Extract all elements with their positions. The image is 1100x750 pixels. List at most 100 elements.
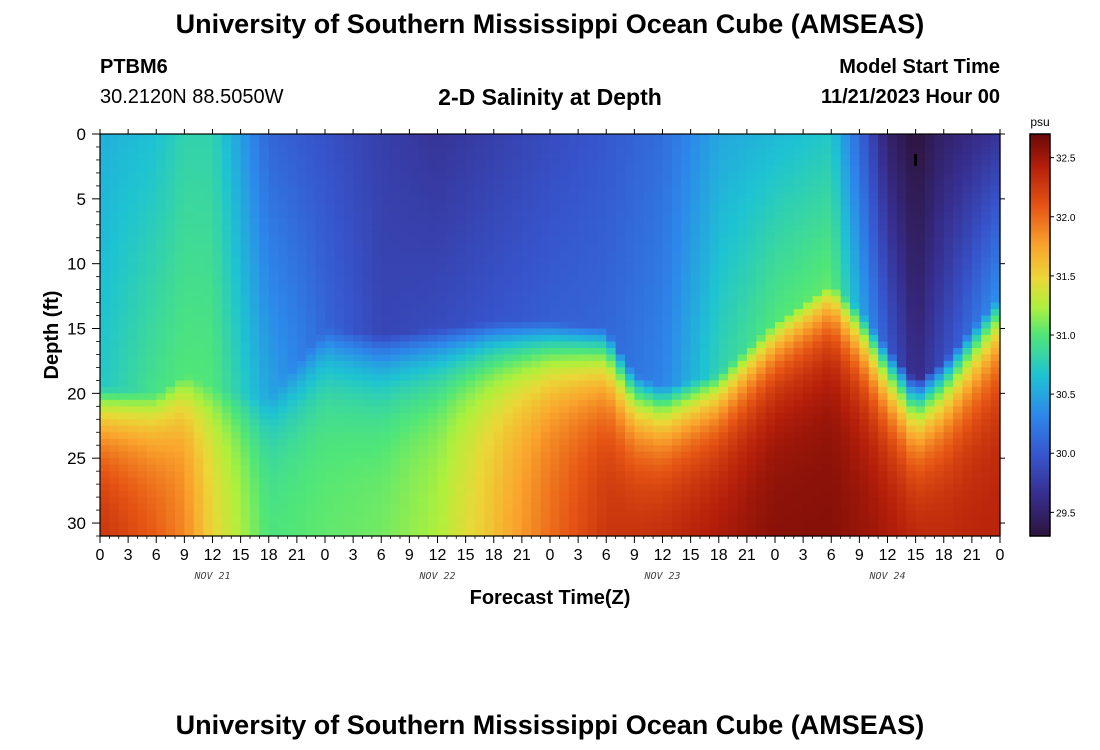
heatmap-cell [231, 386, 242, 394]
heatmap-cell [493, 322, 504, 330]
heatmap-cell [521, 315, 532, 323]
heatmap-cell [840, 432, 851, 440]
heatmap-cell [400, 516, 410, 524]
heatmap-cell [512, 341, 523, 349]
heatmap-cell [728, 406, 739, 414]
heatmap-cell [587, 140, 598, 148]
heatmap-cell [653, 425, 664, 433]
heatmap-cell [512, 198, 523, 206]
heatmap-cell [775, 438, 785, 446]
heatmap-cell [371, 140, 382, 148]
heatmap-cell [325, 360, 335, 369]
heatmap-cell [803, 354, 814, 362]
heatmap-cell [296, 309, 307, 317]
heatmap-cell [765, 399, 776, 407]
heatmap-cell [756, 484, 767, 492]
heatmap-cell [184, 309, 195, 317]
heatmap-cell [259, 367, 270, 375]
heatmap-cell [381, 257, 392, 265]
heatmap-cell [615, 224, 626, 232]
heatmap-cell [371, 237, 382, 245]
heatmap-cell [671, 192, 682, 200]
heatmap-cell [231, 497, 242, 505]
heatmap-cell [278, 380, 289, 388]
heatmap-cell [137, 399, 148, 407]
heatmap-cell [390, 283, 401, 291]
heatmap-cell [343, 289, 354, 297]
heatmap-cell [493, 373, 504, 381]
heatmap-cell [643, 270, 654, 278]
heatmap-cell [765, 302, 776, 310]
heatmap-cell [671, 380, 682, 388]
heatmap-cell [418, 484, 429, 492]
heatmap-cell [728, 393, 739, 401]
heatmap-cell [109, 360, 120, 369]
heatmap-cell [709, 153, 720, 161]
heatmap-cell [559, 503, 570, 511]
heatmap-cell [503, 529, 514, 537]
heatmap-cell [212, 445, 223, 453]
heatmap-cell [531, 451, 542, 459]
heatmap-cell [259, 451, 270, 459]
heatmap-cell [503, 477, 514, 485]
heatmap-cell [268, 153, 279, 161]
heatmap-cell [568, 529, 579, 537]
heatmap-cell [212, 296, 223, 304]
heatmap-cell [456, 510, 467, 518]
heatmap-cell [634, 166, 645, 174]
heatmap-cell [315, 529, 326, 537]
heatmap-cell [231, 458, 242, 466]
heatmap-cell [390, 179, 401, 187]
heatmap-cell [503, 328, 514, 336]
heatmap-cell [653, 490, 664, 498]
heatmap-cell [278, 289, 289, 297]
heatmap-cell [540, 516, 551, 524]
heatmap-cell [100, 529, 110, 537]
heatmap-cell [343, 341, 354, 349]
heatmap-cell [456, 185, 467, 193]
heatmap-cell [559, 270, 570, 278]
heatmap-cell [662, 354, 673, 362]
heatmap-cell [184, 523, 195, 531]
heatmap-cell [212, 289, 223, 297]
heatmap-cell [831, 270, 842, 278]
heatmap-cell [718, 406, 729, 414]
heatmap-cell [793, 179, 804, 187]
heatmap-cell [456, 425, 467, 433]
heatmap-cell [278, 270, 289, 278]
heatmap-cell [465, 451, 476, 459]
heatmap-cell [625, 231, 635, 239]
heatmap-cell [493, 224, 504, 232]
heatmap-cell [484, 283, 495, 291]
heatmap-cell [446, 347, 457, 356]
heatmap-cell [400, 393, 410, 401]
heatmap-cell [615, 523, 626, 531]
heatmap-cell [390, 464, 401, 472]
heatmap-cell [578, 367, 589, 375]
heatmap-cell [718, 335, 729, 343]
heatmap-cell [315, 263, 326, 271]
heatmap-cell [221, 134, 232, 142]
heatmap-cell [240, 354, 251, 362]
heatmap-cell [568, 185, 579, 193]
heatmap-cell [409, 445, 420, 453]
heatmap-cell [643, 166, 654, 174]
heatmap-cell [484, 458, 495, 466]
heatmap-cell [221, 451, 232, 459]
heatmap-cell [212, 354, 223, 362]
heatmap-cell [746, 523, 757, 531]
heatmap-cell [503, 296, 514, 304]
heatmap-cell [428, 425, 439, 433]
heatmap-cell [578, 231, 589, 239]
heatmap-cell [587, 406, 598, 414]
heatmap-cell [465, 523, 476, 531]
heatmap-cell [203, 367, 214, 375]
heatmap-cell [578, 244, 589, 252]
heatmap-cell [156, 211, 167, 219]
heatmap-cell [784, 380, 795, 388]
heatmap-cell [625, 237, 635, 245]
heatmap-cell [521, 276, 532, 284]
heatmap-cell [268, 328, 279, 336]
heatmap-cell [587, 134, 598, 142]
heatmap-cell [137, 484, 148, 492]
